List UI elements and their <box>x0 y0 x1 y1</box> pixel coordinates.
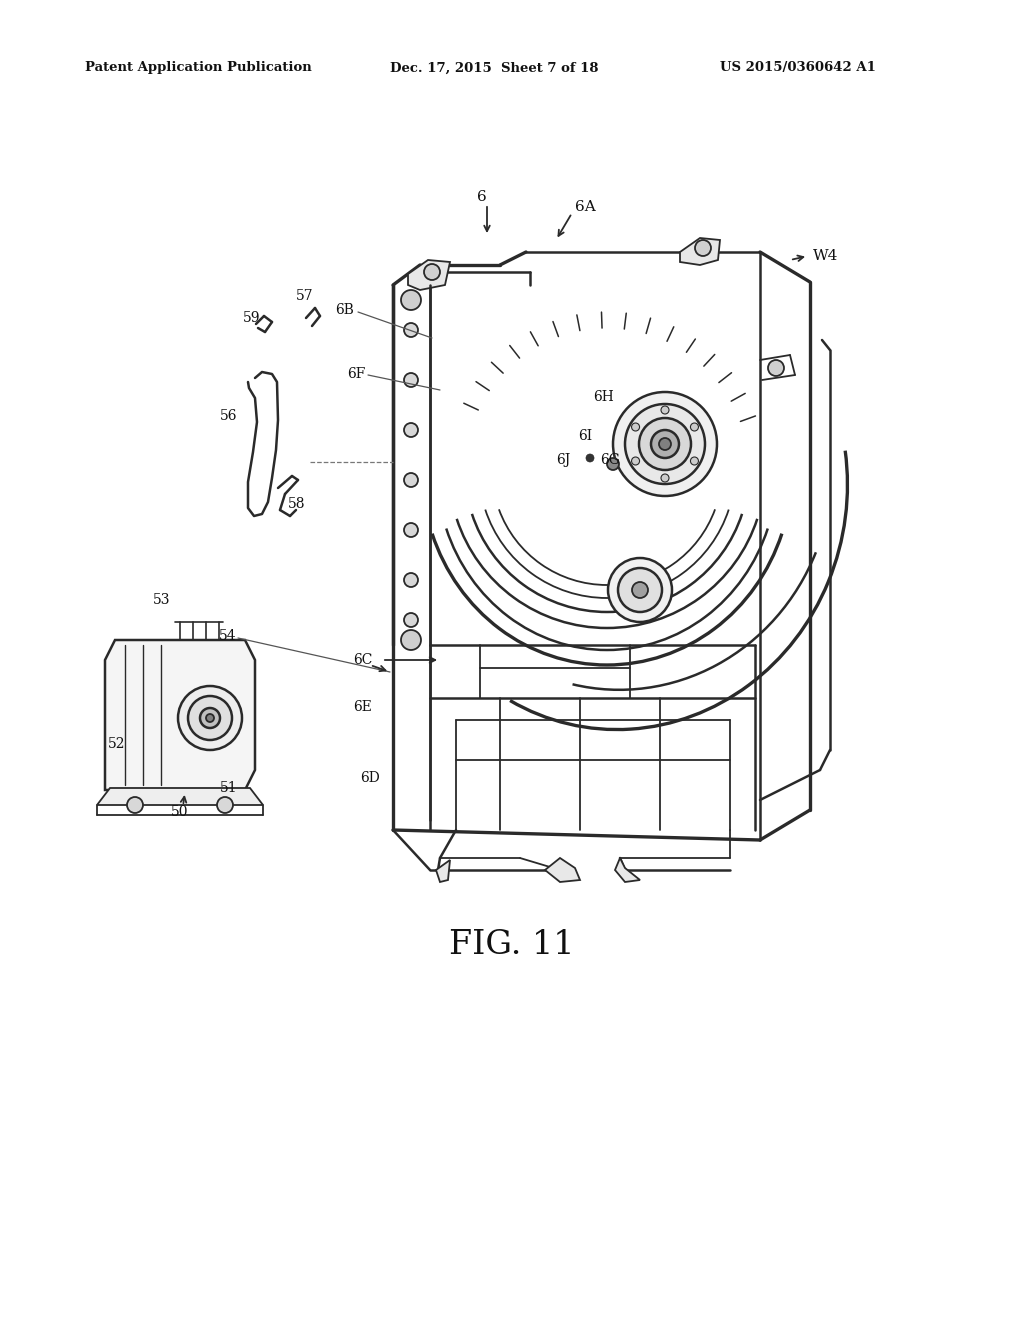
Circle shape <box>424 264 440 280</box>
Text: 52: 52 <box>108 737 126 751</box>
Circle shape <box>690 422 698 432</box>
Circle shape <box>607 458 618 470</box>
Circle shape <box>404 473 418 487</box>
Text: 57: 57 <box>296 289 313 304</box>
Circle shape <box>608 558 672 622</box>
Text: 54: 54 <box>219 630 237 643</box>
Polygon shape <box>97 788 263 805</box>
Circle shape <box>404 323 418 337</box>
Circle shape <box>127 797 143 813</box>
Circle shape <box>625 404 705 484</box>
Text: 6D: 6D <box>360 771 380 785</box>
Circle shape <box>200 708 220 729</box>
Circle shape <box>178 686 242 750</box>
Polygon shape <box>615 858 640 882</box>
Text: 50: 50 <box>171 805 188 818</box>
Text: 6I: 6I <box>578 429 592 444</box>
Circle shape <box>662 474 669 482</box>
Polygon shape <box>545 858 580 882</box>
Polygon shape <box>408 260 450 290</box>
Circle shape <box>404 573 418 587</box>
Text: 6B: 6B <box>335 304 354 317</box>
Text: Dec. 17, 2015  Sheet 7 of 18: Dec. 17, 2015 Sheet 7 of 18 <box>390 62 598 74</box>
Circle shape <box>690 457 698 465</box>
Circle shape <box>401 630 421 649</box>
Text: 53: 53 <box>153 593 171 607</box>
Circle shape <box>404 422 418 437</box>
Circle shape <box>659 438 671 450</box>
Circle shape <box>586 454 594 462</box>
Circle shape <box>404 374 418 387</box>
Text: 6F: 6F <box>347 367 366 381</box>
Circle shape <box>206 714 214 722</box>
Text: 6E: 6E <box>353 700 372 714</box>
Text: 6J: 6J <box>556 453 570 467</box>
Text: W4: W4 <box>813 249 839 263</box>
Circle shape <box>768 360 784 376</box>
Circle shape <box>662 407 669 414</box>
Circle shape <box>217 797 233 813</box>
Circle shape <box>618 568 662 612</box>
Circle shape <box>639 418 691 470</box>
Text: FIG. 11: FIG. 11 <box>450 929 574 961</box>
Circle shape <box>632 457 640 465</box>
Text: 58: 58 <box>288 498 305 511</box>
Circle shape <box>632 422 640 432</box>
Circle shape <box>651 430 679 458</box>
Polygon shape <box>436 861 450 882</box>
Circle shape <box>401 290 421 310</box>
Text: Patent Application Publication: Patent Application Publication <box>85 62 311 74</box>
Circle shape <box>404 612 418 627</box>
Text: 59: 59 <box>243 312 260 325</box>
Text: US 2015/0360642 A1: US 2015/0360642 A1 <box>720 62 876 74</box>
Text: 6H: 6H <box>593 389 613 404</box>
Text: 6A: 6A <box>575 201 596 214</box>
Text: 6: 6 <box>477 190 486 205</box>
Circle shape <box>404 523 418 537</box>
Polygon shape <box>105 640 255 789</box>
Text: 6C: 6C <box>353 653 373 667</box>
Circle shape <box>613 392 717 496</box>
Text: 56: 56 <box>220 409 238 422</box>
Text: 6G: 6G <box>600 453 620 467</box>
Circle shape <box>695 240 711 256</box>
Text: 51: 51 <box>220 781 238 795</box>
Circle shape <box>188 696 232 741</box>
Polygon shape <box>680 238 720 265</box>
Circle shape <box>632 582 648 598</box>
